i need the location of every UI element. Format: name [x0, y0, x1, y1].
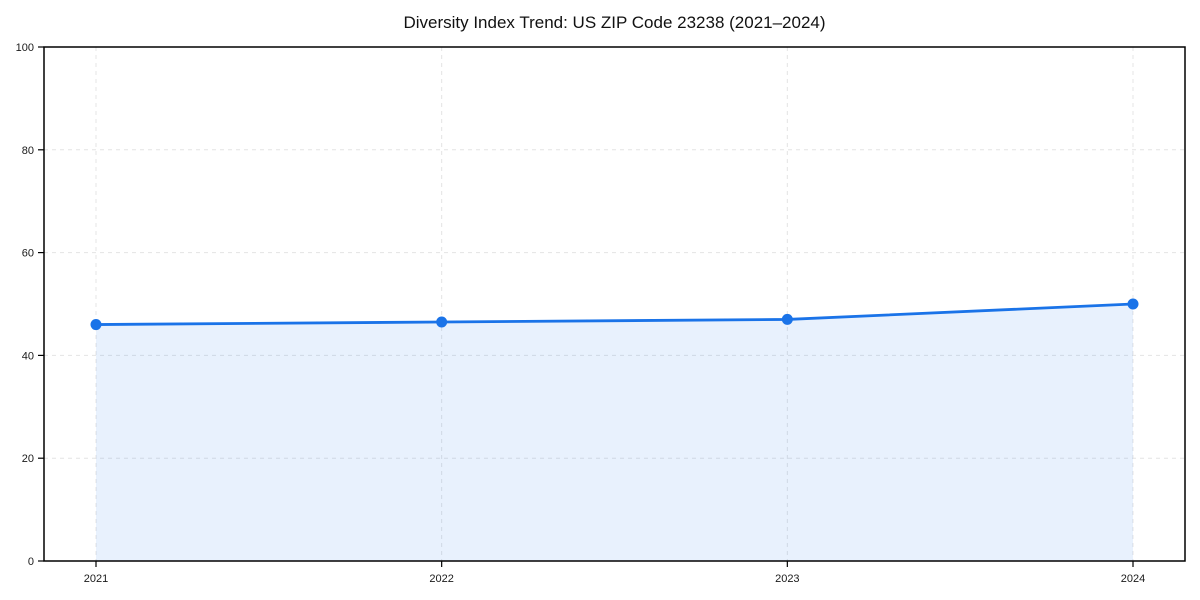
svg-text:60: 60 [22, 248, 34, 260]
svg-text:100: 100 [16, 42, 34, 54]
svg-text:80: 80 [22, 145, 34, 157]
axes [38, 46, 1186, 567]
svg-text:0: 0 [28, 556, 34, 568]
chart-title: Diversity Index Trend: US ZIP Code 23238… [403, 13, 826, 32]
svg-text:2022: 2022 [429, 573, 453, 585]
svg-text:40: 40 [22, 350, 34, 362]
svg-text:2023: 2023 [775, 573, 799, 585]
tick-labels: 0 20 40 60 80 100 2021 2022 2023 2024 [16, 42, 1146, 585]
svg-text:20: 20 [22, 453, 34, 465]
svg-text:2024: 2024 [1121, 573, 1145, 585]
series-markers [90, 298, 1139, 331]
series-area [96, 304, 1133, 561]
series-line [94, 302, 1135, 326]
svg-text:2021: 2021 [84, 573, 108, 585]
